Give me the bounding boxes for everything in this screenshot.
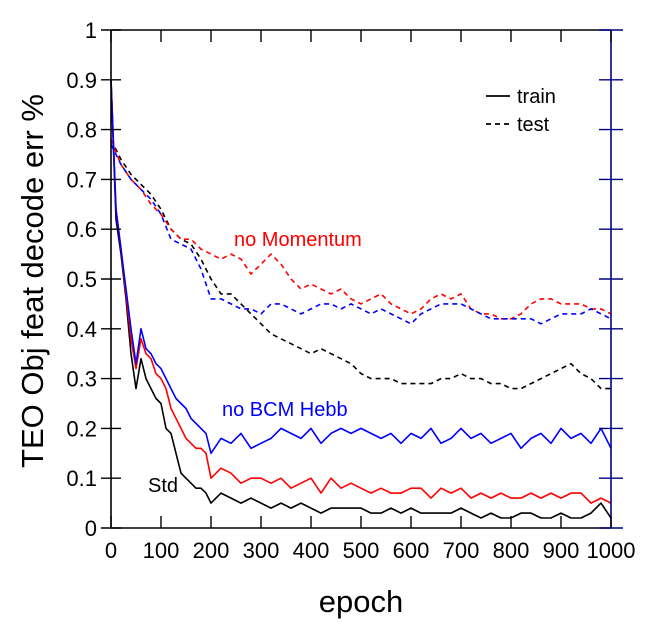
y-tick-label: 0.9 (66, 68, 97, 93)
series-layer (110, 79, 612, 519)
x-tick-label: 0 (105, 538, 117, 563)
x-tick-label: 800 (493, 538, 530, 563)
x-tick-label: 100 (143, 538, 180, 563)
y-tick-label: 1 (85, 18, 97, 43)
series-line-std-train (110, 79, 612, 519)
y-tick-label: 0.8 (66, 118, 97, 143)
x-tick-label: 400 (293, 538, 330, 563)
legend: train test (486, 86, 556, 136)
annotation-no-momentum: no Momentum (234, 229, 362, 251)
legend-test-label: test (517, 114, 550, 136)
series-line-std-test (110, 139, 611, 390)
y-tick-label: 0.5 (66, 267, 97, 292)
x-tick-label: 200 (193, 538, 230, 563)
ticks-layer: 0 100 200 300 400 500 600 700 800 900 1000 0 0.1 0.2 0… (66, 18, 635, 563)
x-tick-label: 700 (443, 538, 480, 563)
series-line-no-momentum-train (110, 79, 612, 504)
y-axis-title: TEO Obj feat decode err % (15, 94, 50, 468)
y-tick-label: 0.1 (66, 466, 97, 491)
y-tick-label: 0.4 (66, 317, 97, 342)
x-axis-title: epoch (319, 584, 403, 619)
y-tick-label: 0.7 (66, 167, 97, 192)
x-tick-label: 500 (343, 538, 380, 563)
x-tick-label: 1000 (587, 538, 636, 563)
y-tick-label: 0.3 (66, 367, 97, 392)
annotation-no-bcm-hebb: no BCM Hebb (222, 399, 348, 421)
series-line-no-bcm-hebb-train (110, 79, 612, 455)
legend-train-label: train (517, 86, 556, 108)
annotation-std: Std (148, 475, 178, 497)
y-tick-label: 0.6 (66, 217, 97, 242)
y-tick-label: 0.2 (66, 416, 97, 441)
series-line-no-bcm-hebb-test (110, 144, 612, 325)
y-tick-label: 0 (85, 516, 97, 541)
x-tick-label: 900 (543, 538, 580, 563)
series-line-no-momentum-test (110, 139, 612, 320)
x-tick-label: 600 (393, 538, 430, 563)
x-tick-label: 300 (243, 538, 280, 563)
